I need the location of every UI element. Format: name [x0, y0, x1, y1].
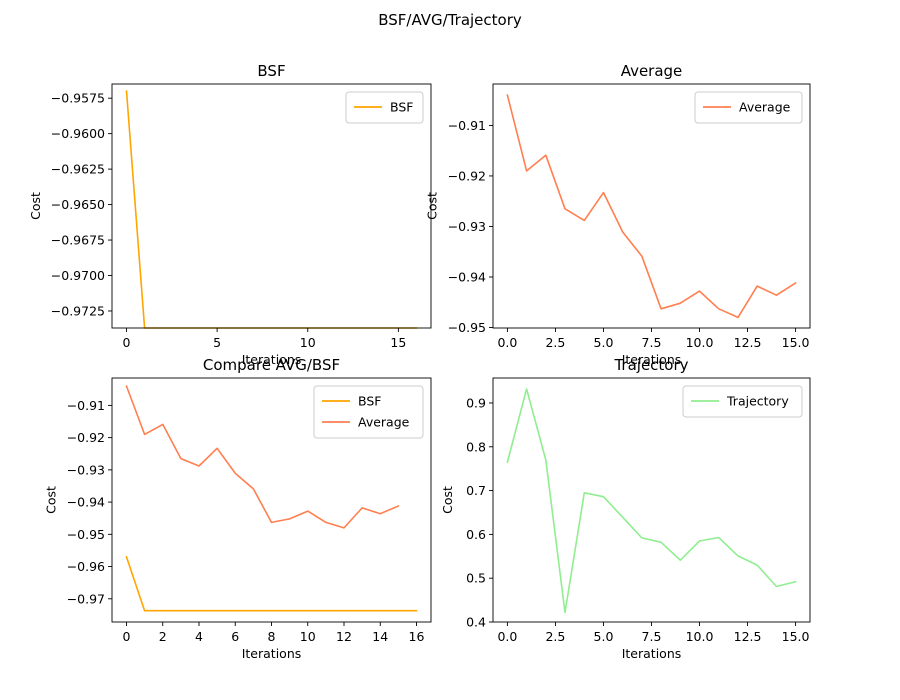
y-tick-label: −0.92	[448, 168, 486, 183]
y-tick-label: −0.91	[67, 398, 105, 413]
legend-label-average: Average	[739, 100, 791, 115]
legend-label-average: Average	[358, 415, 410, 430]
x-tick-label: 4	[195, 629, 203, 644]
y-tick-label: −0.94	[448, 269, 486, 284]
x-tick-label: 0.0	[497, 629, 517, 644]
legend-frame	[345, 91, 424, 124]
x-tick-label: 10	[300, 335, 316, 350]
y-tick-label: −0.93	[448, 219, 486, 234]
x-tick-label: 15.0	[782, 629, 810, 644]
legend-label-trajectory: Trajectory	[726, 394, 789, 409]
y-tick-label: −0.91	[448, 118, 486, 133]
x-tick-label: 0	[123, 629, 131, 644]
subplot-title: BSF	[257, 62, 285, 80]
x-tick-label: 2.5	[545, 335, 565, 350]
x-tick-label: 6	[231, 629, 239, 644]
legend: Trajectory	[682, 385, 803, 418]
subplot-title: Compare AVG/BSF	[203, 356, 340, 374]
x-tick-label: 12.5	[734, 335, 762, 350]
x-tick-label: 12	[336, 629, 352, 644]
y-tick-label: 0.6	[466, 527, 486, 542]
x-tick-label: 15	[390, 335, 406, 350]
series-line-average	[125, 385, 400, 529]
x-tick-label: 14	[372, 629, 388, 644]
y-tick-label: −0.9650	[51, 197, 105, 212]
x-tick-label: 15.0	[782, 335, 810, 350]
y-tick-label: −0.95	[67, 527, 105, 542]
legend-frame	[682, 385, 803, 418]
y-tick-label: 0.7	[466, 483, 486, 498]
x-axis-label: Iterations	[242, 352, 302, 367]
y-tick-label: −0.9625	[51, 162, 105, 177]
y-tick-label: −0.93	[67, 462, 105, 477]
axes-frame	[111, 83, 432, 329]
y-tick-label: −0.9725	[51, 303, 105, 318]
legend: BSF Average	[313, 385, 424, 439]
subplot-average: Average 0.0 2.5 5.0 7.5 10.0 12.5 15.0 −0.91 −0.9…	[425, 62, 811, 367]
y-tick-label: −0.92	[67, 430, 105, 445]
x-tick-label: 5.0	[594, 335, 614, 350]
subplot-trajectory: Trajectory 0.0 2.5 5.0 7.5 10.0 12.5 15.0 0.4 0.5…	[440, 356, 811, 661]
y-tick-label: −0.95	[448, 320, 486, 335]
y-tick-label: −0.97	[67, 591, 105, 606]
legend-label-bsf: BSF	[358, 394, 381, 409]
x-tick-label: 16	[409, 629, 425, 644]
x-tick-label: 12.5	[734, 629, 762, 644]
x-tick-label: 0.0	[497, 335, 517, 350]
x-tick-label: 10	[300, 629, 316, 644]
x-tick-label: 7.5	[642, 629, 662, 644]
x-tick-label: 10.0	[686, 335, 714, 350]
legend-frame	[694, 91, 803, 124]
x-tick-label: 5.0	[594, 629, 614, 644]
legend: Average	[694, 91, 803, 124]
y-tick-label: 0.4	[466, 615, 486, 630]
x-axis-label: Iterations	[242, 646, 302, 661]
y-tick-label: 0.8	[466, 439, 486, 454]
y-tick-label: −0.94	[67, 495, 105, 510]
y-axis-label: Cost	[440, 486, 455, 514]
x-tick-label: 0	[123, 335, 131, 350]
subplot-bsf: BSF 0 5 10 15 −0.9575 −0.9600 −0.9625 −0.9650 −0.…	[28, 62, 432, 367]
subplot-title: Average	[621, 62, 683, 80]
legend: BSF	[345, 91, 424, 124]
subplots-container: BSF 0 5 10 15 −0.9575 −0.9600 −0.9625 −0.9650 −0.…	[28, 62, 811, 661]
figure-suptitle: BSF/AVG/Trajectory	[378, 11, 522, 29]
x-axis-label: Iterations	[622, 352, 682, 367]
subplot-title: Trajectory	[613, 356, 688, 374]
y-tick-label: −0.9575	[51, 91, 105, 106]
legend-label-bsf: BSF	[390, 100, 413, 115]
subplot-compare: Compare AVG/BSF 0 2 4 6 8 10 12 14 16 −0.91 −0.92 −0…	[44, 356, 432, 661]
y-tick-label: −0.96	[67, 559, 105, 574]
x-tick-label: 2.5	[545, 629, 565, 644]
series-line-trajectory	[506, 388, 797, 614]
x-tick-label: 5	[213, 335, 221, 350]
series-line-average	[506, 94, 797, 319]
x-tick-label: 10.0	[686, 629, 714, 644]
y-tick-label: −0.9675	[51, 233, 105, 248]
legend-frame	[313, 385, 424, 439]
y-axis-label: Cost	[28, 192, 43, 220]
y-axis-label: Cost	[44, 486, 59, 514]
x-tick-label: 7.5	[642, 335, 662, 350]
y-tick-label: −0.9600	[51, 126, 105, 141]
x-tick-label: 8	[268, 629, 276, 644]
y-axis-label: Cost	[425, 192, 440, 220]
y-tick-label: 0.5	[466, 571, 486, 586]
series-line-bsf	[125, 555, 418, 612]
x-axis-label: Iterations	[622, 646, 682, 661]
x-tick-label: 2	[159, 629, 167, 644]
y-tick-label: −0.9700	[51, 268, 105, 283]
y-tick-label: 0.9	[466, 395, 486, 410]
